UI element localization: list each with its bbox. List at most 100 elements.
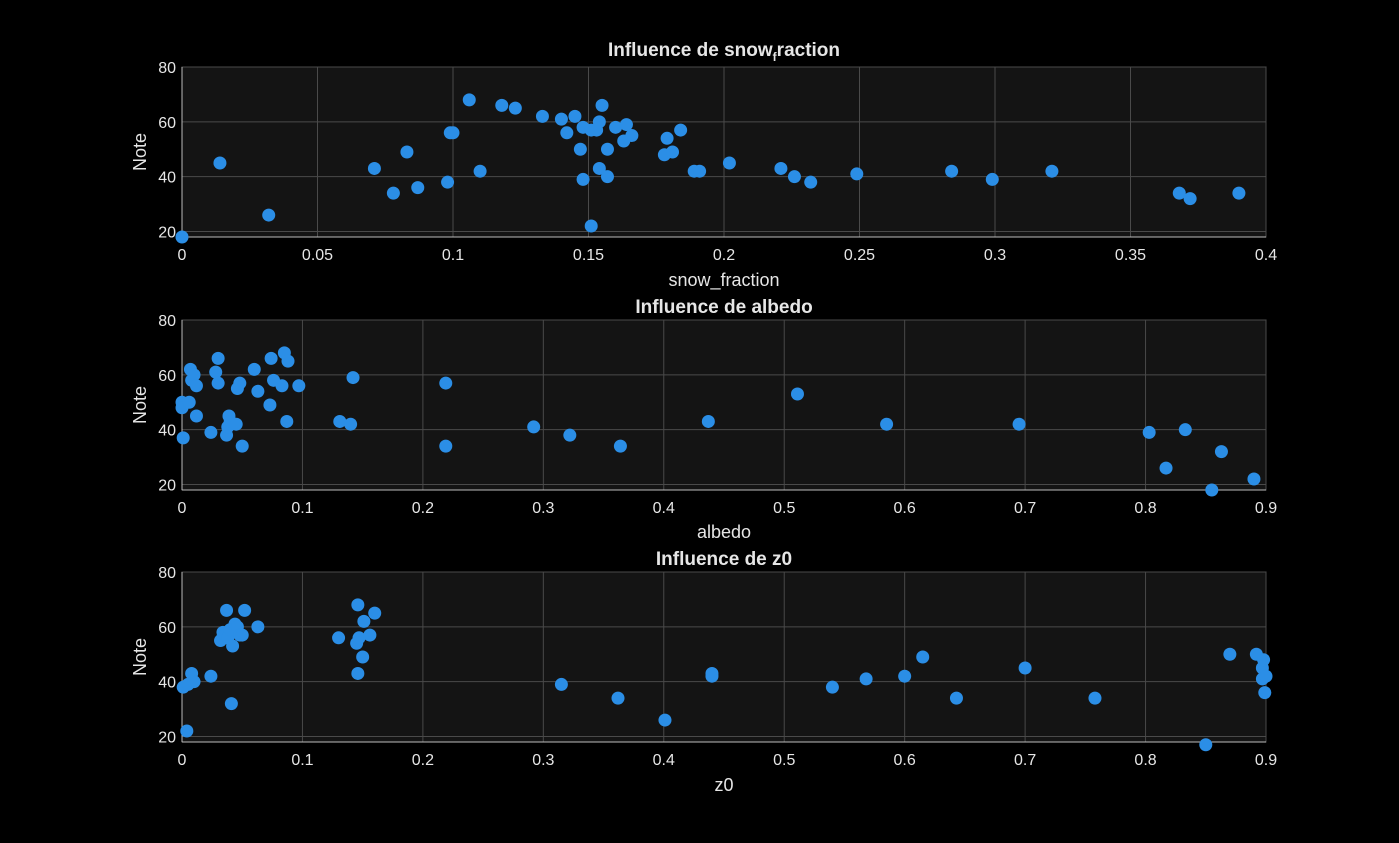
data-point [774, 161, 788, 175]
data-point [209, 365, 223, 379]
y-tick-label: 80 [158, 565, 176, 582]
data-point [264, 351, 278, 365]
x-tick-label: 0 [178, 247, 187, 264]
data-point [356, 650, 370, 664]
data-point [189, 379, 203, 393]
data-point [1258, 686, 1272, 700]
data-point [945, 164, 959, 178]
data-point [554, 677, 568, 691]
y-axis-label: Note [130, 133, 150, 171]
data-point [439, 439, 453, 453]
data-point [804, 175, 818, 189]
data-point [352, 631, 366, 645]
data-point [535, 109, 549, 123]
y-tick-label: 60 [158, 368, 176, 385]
data-point [722, 156, 736, 170]
data-point [367, 161, 381, 175]
data-point [187, 368, 201, 382]
data-point [368, 606, 382, 620]
data-point [182, 395, 196, 409]
x-tick-label: 0.2 [713, 247, 735, 264]
data-point [666, 145, 680, 159]
x-tick-label: 0.5 [773, 500, 795, 517]
data-point [625, 129, 639, 143]
data-point [233, 376, 247, 390]
y-tick-label: 20 [158, 478, 176, 495]
data-point [363, 628, 377, 642]
data-point [495, 98, 509, 112]
data-point [609, 120, 623, 134]
chart-title: Influence de z0 [656, 549, 792, 570]
data-point [1142, 425, 1156, 439]
data-point [787, 170, 801, 184]
x-tick-label: 0.1 [291, 500, 313, 517]
x-tick-label: 0.1 [291, 752, 313, 769]
data-point [1159, 461, 1173, 475]
data-point [880, 417, 894, 431]
chart-title: Influence de snowfraction [608, 40, 840, 64]
data-point [247, 362, 261, 376]
data-point [859, 672, 873, 686]
y-axis-label: Note [130, 638, 150, 676]
data-point [462, 93, 476, 107]
data-point [1247, 472, 1261, 486]
x-tick-label: 0.2 [412, 500, 434, 517]
x-tick-label: 0.35 [1115, 247, 1146, 264]
y-tick-label: 40 [158, 675, 176, 692]
x-tick-label: 0.6 [894, 752, 916, 769]
x-tick-label: 0.2 [412, 752, 434, 769]
y-tick-label: 20 [158, 225, 176, 242]
data-point [213, 156, 227, 170]
data-point [262, 208, 276, 222]
data-point [346, 371, 360, 385]
data-point [619, 118, 633, 132]
x-tick-label: 0.8 [1134, 500, 1156, 517]
data-point [473, 164, 487, 178]
data-point [235, 628, 249, 642]
x-tick-label: 0.25 [844, 247, 875, 264]
x-tick-label: 0.3 [532, 752, 554, 769]
data-point [554, 112, 568, 126]
plot-area [181, 319, 1267, 491]
data-point [600, 170, 614, 184]
x-tick-label: 0.6 [894, 500, 916, 517]
data-point [592, 115, 606, 129]
plot-area [181, 571, 1267, 743]
data-point [1223, 647, 1237, 661]
y-tick-label: 80 [158, 313, 176, 330]
data-point [411, 181, 425, 195]
data-point [527, 420, 541, 434]
data-point [705, 666, 719, 680]
data-point [850, 167, 864, 181]
data-point [211, 351, 225, 365]
data-point [595, 98, 609, 112]
data-point [235, 439, 249, 453]
data-point [344, 417, 358, 431]
data-point [1257, 653, 1271, 667]
data-point [332, 631, 346, 645]
data-point [1045, 164, 1059, 178]
data-point [263, 398, 277, 412]
data-point [508, 101, 522, 115]
data-point [573, 142, 587, 156]
data-point [658, 713, 672, 727]
data-point [226, 639, 240, 653]
x-tick-label: 0.9 [1255, 500, 1277, 517]
data-point [176, 431, 190, 445]
x-tick-label: 0.9 [1255, 752, 1277, 769]
data-point [211, 376, 225, 390]
data-point [600, 142, 614, 156]
data-point [280, 414, 294, 428]
data-point [898, 669, 912, 683]
subplot-2: 0 0.1 0.2 0.3 0.4 0.5 0.6 0.7 0.8 0.9 20 40 60 80 albe… [130, 297, 1277, 542]
data-point [985, 172, 999, 186]
subplot-1: 0 0.05 0.1 0.15 0.2 0.25 0.3 0.35 0.4 20 40 60 80 sno… [130, 40, 1277, 291]
data-point [584, 219, 598, 233]
data-point [238, 603, 252, 617]
subplot-3: 0 0.1 0.2 0.3 0.4 0.5 0.6 0.7 0.8 0.9 20 40 60 80 z0 No… [130, 549, 1277, 795]
data-point [351, 598, 365, 612]
data-point [825, 680, 839, 694]
data-point [1088, 691, 1102, 705]
data-point [386, 186, 400, 200]
